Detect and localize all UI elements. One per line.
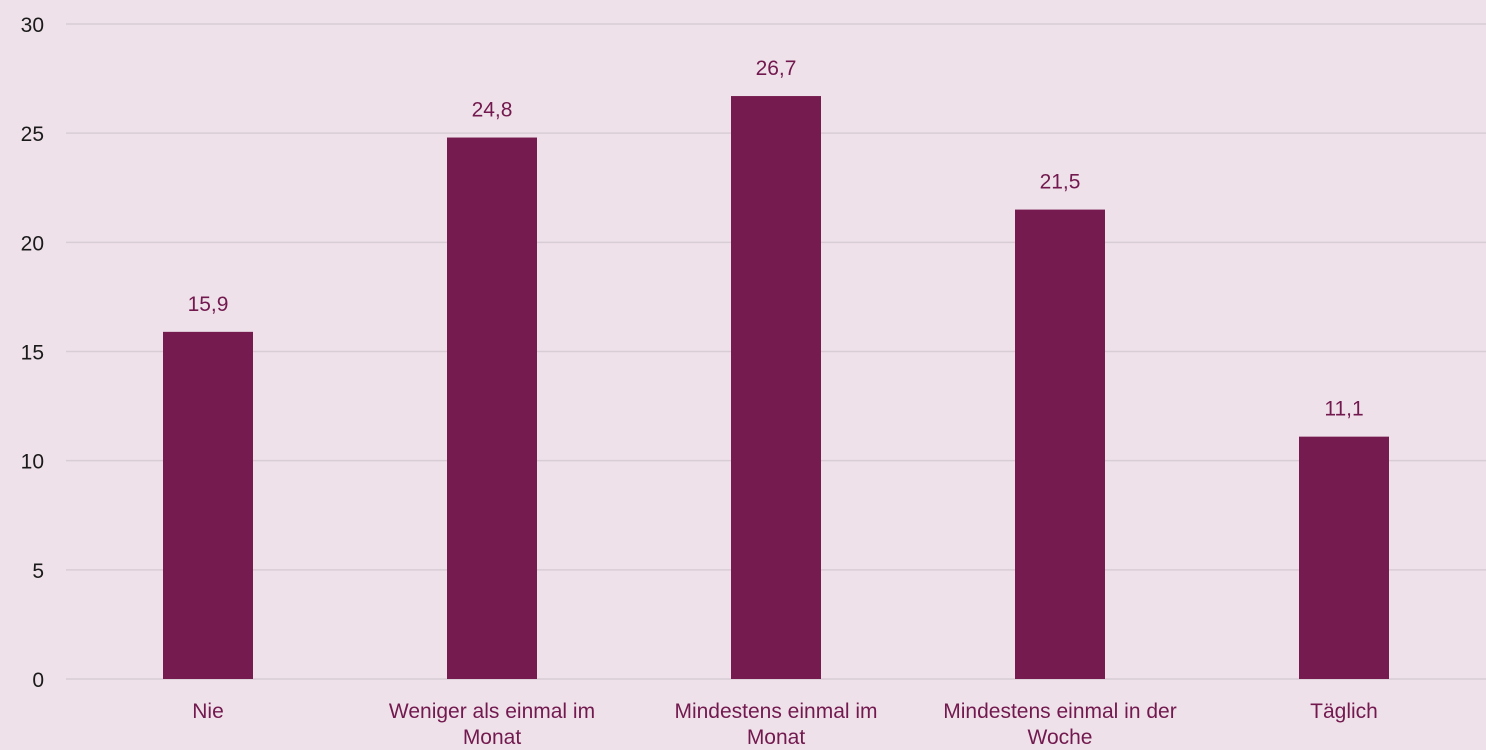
x-axis: Nie Weniger als einmal im Monat Mindestens …: [192, 700, 1378, 749]
y-tick-label: 0: [32, 669, 44, 692]
data-label: 24,8: [472, 99, 513, 122]
y-tick-label: 15: [21, 342, 44, 365]
x-tick-label: Mindestens einmal in der Woche: [943, 700, 1176, 749]
data-label: 21,5: [1040, 171, 1081, 194]
y-tick-label: 25: [21, 123, 44, 146]
y-tick-label: 10: [21, 451, 44, 474]
y-axis: 0 5 10 15 20 25 30: [21, 14, 44, 692]
data-label: 11,1: [1324, 398, 1363, 421]
data-labels: 15,9 24,8 26,7 21,5 11,1: [188, 57, 1364, 421]
x-tick-label: Nie: [192, 700, 224, 723]
data-label: 15,9: [188, 293, 229, 316]
bar: [163, 331, 253, 679]
bar: [1015, 209, 1105, 680]
bar: [731, 96, 821, 680]
bar-series: [163, 96, 1389, 680]
bar: [1299, 436, 1389, 679]
x-tick-label: Täglich: [1310, 700, 1378, 723]
x-tick-label: Mindestens einmal im Monat: [674, 700, 877, 749]
bar: [447, 137, 537, 680]
x-tick-label: Weniger als einmal im Monat: [389, 700, 595, 749]
y-tick-label: 30: [21, 14, 44, 37]
y-tick-label: 5: [32, 560, 44, 583]
data-label: 26,7: [756, 57, 797, 80]
y-tick-label: 20: [21, 232, 44, 255]
